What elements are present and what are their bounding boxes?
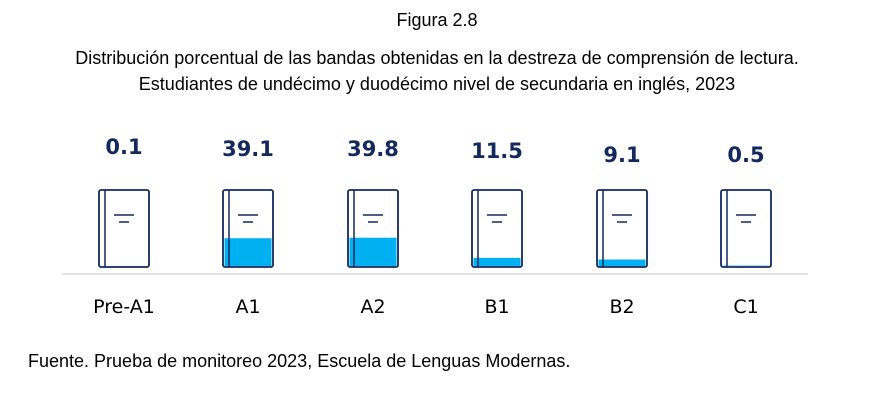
data-label: 0.1 bbox=[105, 135, 142, 159]
category-label: A2 bbox=[360, 296, 385, 318]
book-icon bbox=[222, 189, 274, 268]
source-note: Fuente. Prueba de monitoreo 2023, Escuel… bbox=[28, 351, 571, 371]
book-icon bbox=[98, 189, 150, 268]
fill-bar bbox=[224, 238, 272, 266]
book-icon bbox=[596, 189, 648, 268]
category-label: A1 bbox=[235, 296, 260, 318]
category-label: C1 bbox=[733, 296, 758, 318]
category-label: B2 bbox=[609, 296, 634, 318]
fill-bar bbox=[349, 237, 397, 266]
book-icon bbox=[347, 189, 399, 268]
fill-bar bbox=[598, 259, 646, 266]
chart-title: Distribución porcentual de las bandas ob… bbox=[0, 45, 874, 97]
data-label: 39.1 bbox=[222, 137, 274, 161]
figure-label: Figura 2.8 bbox=[396, 10, 478, 30]
fill-bar bbox=[473, 257, 521, 266]
data-label: 39.8 bbox=[347, 137, 399, 161]
chart-title-line-1: Distribución porcentual de las bandas ob… bbox=[75, 48, 799, 68]
data-label: 0.5 bbox=[727, 143, 764, 167]
data-label: 11.5 bbox=[471, 139, 523, 163]
data-label: 9.1 bbox=[603, 143, 640, 167]
category-label: Pre-A1 bbox=[93, 296, 155, 318]
chart-title-line-2: Estudiantes de undécimo y duodécimo nive… bbox=[138, 74, 736, 94]
book-icon bbox=[471, 189, 523, 268]
book-icon bbox=[720, 189, 772, 268]
category-label: B1 bbox=[484, 296, 509, 318]
